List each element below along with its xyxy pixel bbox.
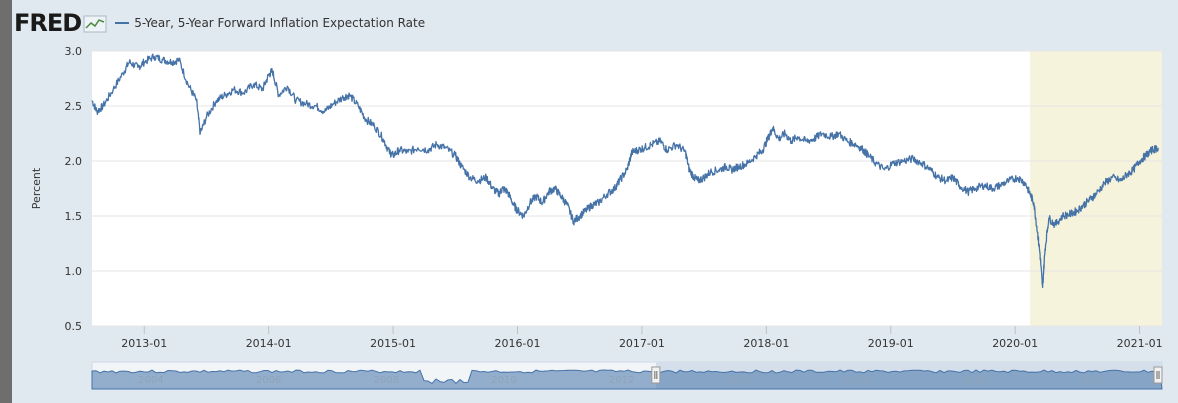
navigator-handle[interactable] [651, 366, 661, 384]
chart-line-icon [83, 15, 107, 33]
y-tick-label: 1.0 [65, 265, 83, 278]
x-tick-label: 2013-01 [121, 337, 167, 350]
x-tick-label: 2016-01 [495, 337, 541, 350]
x-tick-label: 2019-01 [868, 337, 914, 350]
x-tick-label: 2017-01 [619, 337, 665, 350]
window-edge [0, 0, 12, 403]
recession-band [1030, 51, 1162, 326]
x-tick-label: 2018-01 [743, 337, 789, 350]
y-axis-label: Percent [30, 167, 43, 209]
y-tick-label: 2.0 [65, 155, 83, 168]
y-tick-label: 3.0 [65, 45, 83, 58]
x-tick-label: 2015-01 [370, 337, 416, 350]
navigator-label: 2006 [256, 375, 281, 386]
navigator-handle[interactable] [1153, 366, 1163, 384]
plot-area [92, 51, 1162, 326]
series-line [91, 53, 1159, 289]
navigator-label: 2010 [491, 375, 516, 386]
navigator-label: 2016 [844, 375, 869, 386]
navigator-label: 2018 [962, 375, 987, 386]
navigator-series [91, 369, 1163, 390]
legend-label: 5-Year, 5-Year Forward Inflation Expecta… [134, 16, 426, 30]
legend: 5-Year, 5-Year Forward Inflation Expecta… [115, 16, 425, 30]
y-tick-label: 1.5 [65, 210, 83, 223]
y-tick-label: 2.5 [65, 100, 83, 113]
x-tick-label: 2014-01 [246, 337, 292, 350]
navigator-label: 2008 [374, 375, 399, 386]
legend-swatch [115, 22, 130, 24]
fred-logo: FRED [14, 9, 82, 37]
x-tick-label: 2020-01 [992, 337, 1038, 350]
x-tick-label: 2021-01 [1117, 337, 1163, 350]
navigator-label: 2012 [609, 375, 634, 386]
y-tick-label: 0.5 [65, 320, 83, 333]
navigator-label: 2014 [727, 375, 752, 386]
chart-header: FRED 5-Year, 5-Year Forward Inflation Ex… [14, 8, 425, 38]
navigator-label: 2004 [138, 375, 163, 386]
navigator-label: 2020 [1080, 375, 1105, 386]
